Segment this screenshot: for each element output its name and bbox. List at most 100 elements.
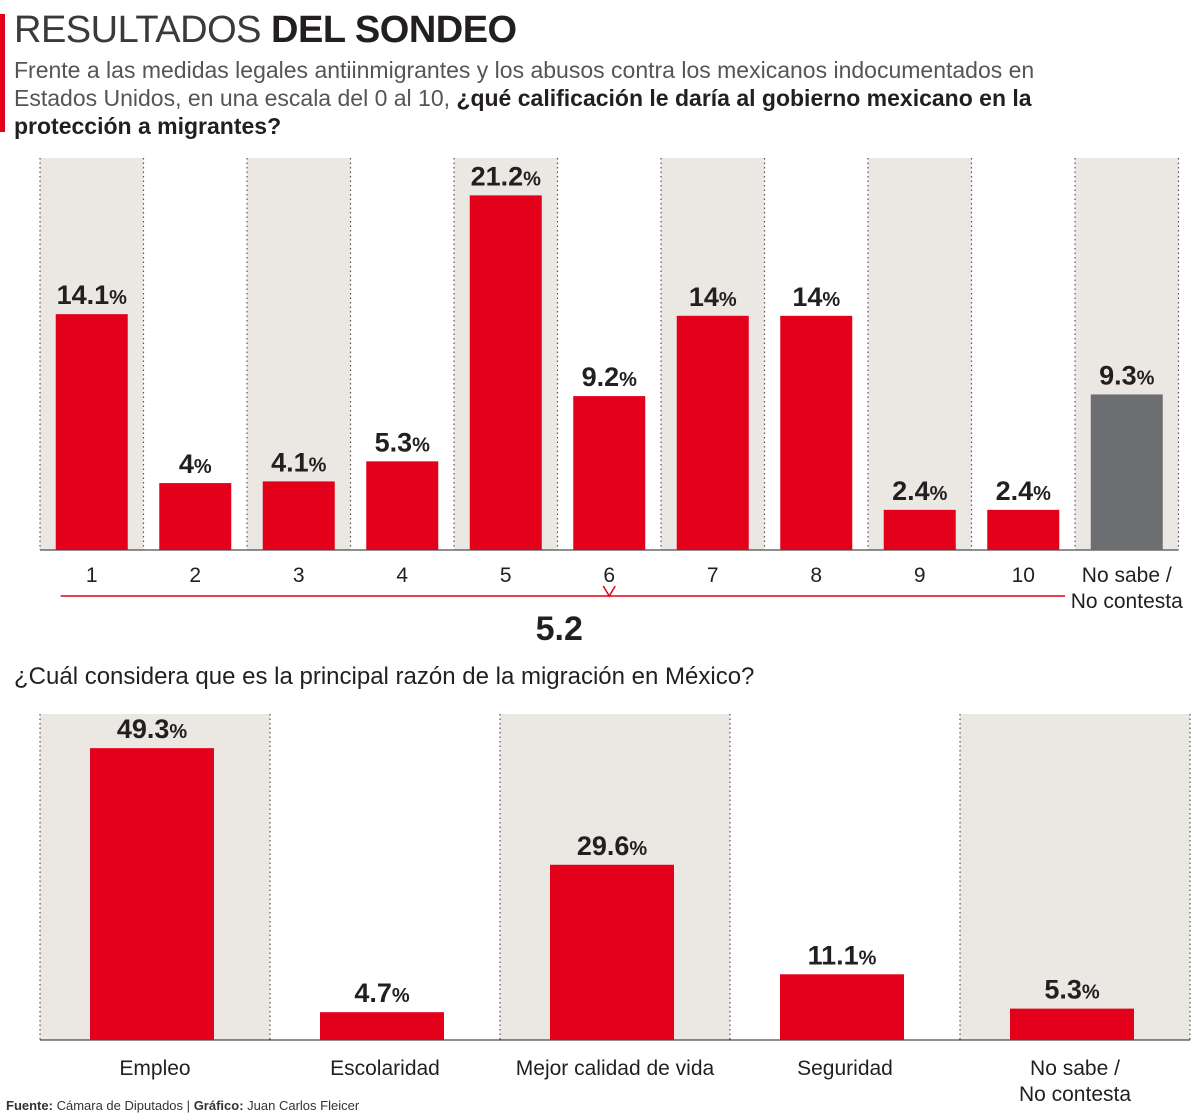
- value-label-c1-1: 4%: [179, 449, 212, 479]
- value-label-c1-4: 21.2%: [471, 161, 542, 191]
- credit-label: Gráfico:: [193, 1098, 244, 1113]
- bar2-1: [320, 1012, 444, 1040]
- title-bold: DEL SONDEO: [271, 9, 517, 51]
- value-label-c2-2: 29.6%: [577, 831, 648, 861]
- source-value: Cámara de Diputados: [56, 1098, 184, 1113]
- value-unit-c2-3: %: [859, 947, 877, 969]
- value-number-c1-9: 2.4: [996, 476, 1034, 506]
- category-label-c1-1: 2: [189, 564, 201, 587]
- value-number-c1-8: 2.4: [892, 476, 930, 506]
- category-label-c2-4: No sabe / No contesta: [1019, 1057, 1131, 1106]
- value-number-c1-2: 4.1: [271, 447, 309, 477]
- category-label-line-c1-10-0: No sabe /: [1082, 564, 1172, 587]
- value-label-c2-3: 11.1%: [808, 940, 877, 970]
- rating-chart: 14.1%14%24.1%35.3%421.2%59.2%614%714%82.…: [39, 158, 1183, 648]
- question-text: ¿qué calificación le daría al gobierno m…: [14, 85, 1032, 139]
- value-unit-c2-1: %: [392, 985, 410, 1007]
- value-unit-c1-5: %: [619, 369, 637, 391]
- question-lead: Frente a las medidas legales antiinmigra…: [14, 57, 1035, 111]
- value-label-c2-0: 49.3%: [117, 714, 188, 744]
- bar-6: [676, 315, 749, 550]
- value-number-c2-4: 5.3: [1044, 975, 1082, 1005]
- category-label-c1-7: 8: [810, 564, 822, 587]
- average-marker: [602, 585, 616, 598]
- value-label-c2-4: 5.3%: [1044, 975, 1100, 1005]
- category-label-c2-2: Mejor calidad de vida: [516, 1057, 715, 1080]
- value-label-c1-5: 9.2%: [582, 362, 638, 392]
- value-number-c1-3: 5.3: [375, 427, 413, 457]
- bar-8: [883, 509, 956, 550]
- value-number-c2-0: 49.3: [117, 714, 170, 744]
- category-label-line-c2-4-1: No contesta: [1019, 1083, 1131, 1106]
- value-number-c1-6: 14: [689, 282, 719, 312]
- value-unit-c1-6: %: [719, 289, 737, 311]
- category-label-c2-3: Seguridad: [797, 1057, 893, 1080]
- value-label-c1-3: 5.3%: [375, 427, 431, 457]
- value-number-c1-5: 9.2: [582, 362, 620, 392]
- value-label-c1-6: 14%: [689, 282, 737, 312]
- category-label-c2-1: Escolaridad: [330, 1057, 440, 1080]
- average-label: 5.2: [536, 610, 583, 648]
- bar2-3: [780, 974, 904, 1040]
- category-label-c2-0: Empleo: [119, 1057, 190, 1080]
- value-unit-c2-4: %: [1082, 982, 1100, 1004]
- credit-separator: |: [186, 1098, 191, 1113]
- category-label-c1-4: 5: [500, 564, 512, 587]
- value-label-c1-7: 14%: [792, 282, 840, 312]
- value-label-c1-9: 2.4%: [996, 476, 1052, 506]
- value-number-c1-4: 21.2: [471, 161, 524, 191]
- credit-value: Juan Carlos Fleicer: [247, 1098, 360, 1113]
- category-label-c1-3: 4: [396, 564, 408, 587]
- title-light: RESULTADOS: [14, 9, 261, 51]
- value-label-c1-2: 4.1%: [271, 447, 327, 477]
- bar2-2: [550, 864, 674, 1040]
- bar-2: [262, 481, 335, 550]
- value-unit-c1-3: %: [412, 434, 430, 456]
- bar-3: [366, 461, 439, 550]
- bar2-0: [90, 748, 214, 1040]
- value-unit-c1-8: %: [930, 483, 948, 505]
- value-unit-c1-9: %: [1033, 483, 1051, 505]
- value-unit-c1-2: %: [309, 454, 327, 476]
- bar-4: [469, 195, 542, 550]
- value-unit-c1-4: %: [523, 168, 541, 190]
- bar-5: [573, 396, 646, 550]
- value-unit-c1-1: %: [194, 456, 212, 478]
- bar2-4: [1010, 1008, 1134, 1040]
- value-unit-c1-0: %: [109, 287, 127, 309]
- category-label-c1-8: 9: [914, 564, 926, 587]
- chart2-question: ¿Cuál considera que es la principal razó…: [14, 663, 755, 690]
- value-unit-c2-2: %: [629, 838, 647, 860]
- bar-10: [1090, 394, 1163, 550]
- value-unit-c1-10: %: [1137, 367, 1155, 389]
- source-credit: Fuente: Cámara de Diputados | Gráfico: J…: [6, 1098, 359, 1113]
- value-label-c1-0: 14.1%: [57, 280, 128, 310]
- chart1-question: Frente a las medidas legales antiinmigra…: [14, 56, 1084, 140]
- accent-bar: [0, 14, 5, 132]
- value-label-c1-8: 2.4%: [892, 476, 948, 506]
- column2-shade-2: [500, 714, 730, 1040]
- column-shade-8: [868, 158, 972, 550]
- category-label-c1-0: 1: [86, 564, 98, 587]
- value-number-c1-10: 9.3: [1099, 360, 1137, 390]
- bar-1: [159, 483, 232, 550]
- value-number-c1-0: 14.1: [57, 280, 110, 310]
- category-label-line-c1-10-1: No contesta: [1071, 590, 1183, 613]
- value-number-c1-1: 4: [179, 449, 194, 479]
- column2-shade-0: [40, 714, 270, 1040]
- bar-0: [55, 314, 128, 550]
- value-label-c2-1: 4.7%: [354, 978, 410, 1008]
- bar-7: [780, 315, 853, 550]
- column2-shade-4: [960, 714, 1190, 1040]
- value-number-c2-3: 11.1: [808, 940, 859, 970]
- category-label-c1-6: 7: [707, 564, 719, 587]
- category-label-c1-5: 6: [603, 564, 615, 587]
- value-number-c2-2: 29.6: [577, 831, 630, 861]
- category-label-c1-2: 3: [293, 564, 305, 587]
- category-label-c1-10: No sabe / No contesta: [1071, 564, 1183, 613]
- value-unit-c1-7: %: [822, 289, 840, 311]
- value-unit-c2-0: %: [169, 721, 187, 743]
- value-label-c1-10: 9.3%: [1099, 360, 1155, 390]
- source-label: Fuente:: [6, 1098, 53, 1113]
- value-number-c1-7: 14: [792, 282, 822, 312]
